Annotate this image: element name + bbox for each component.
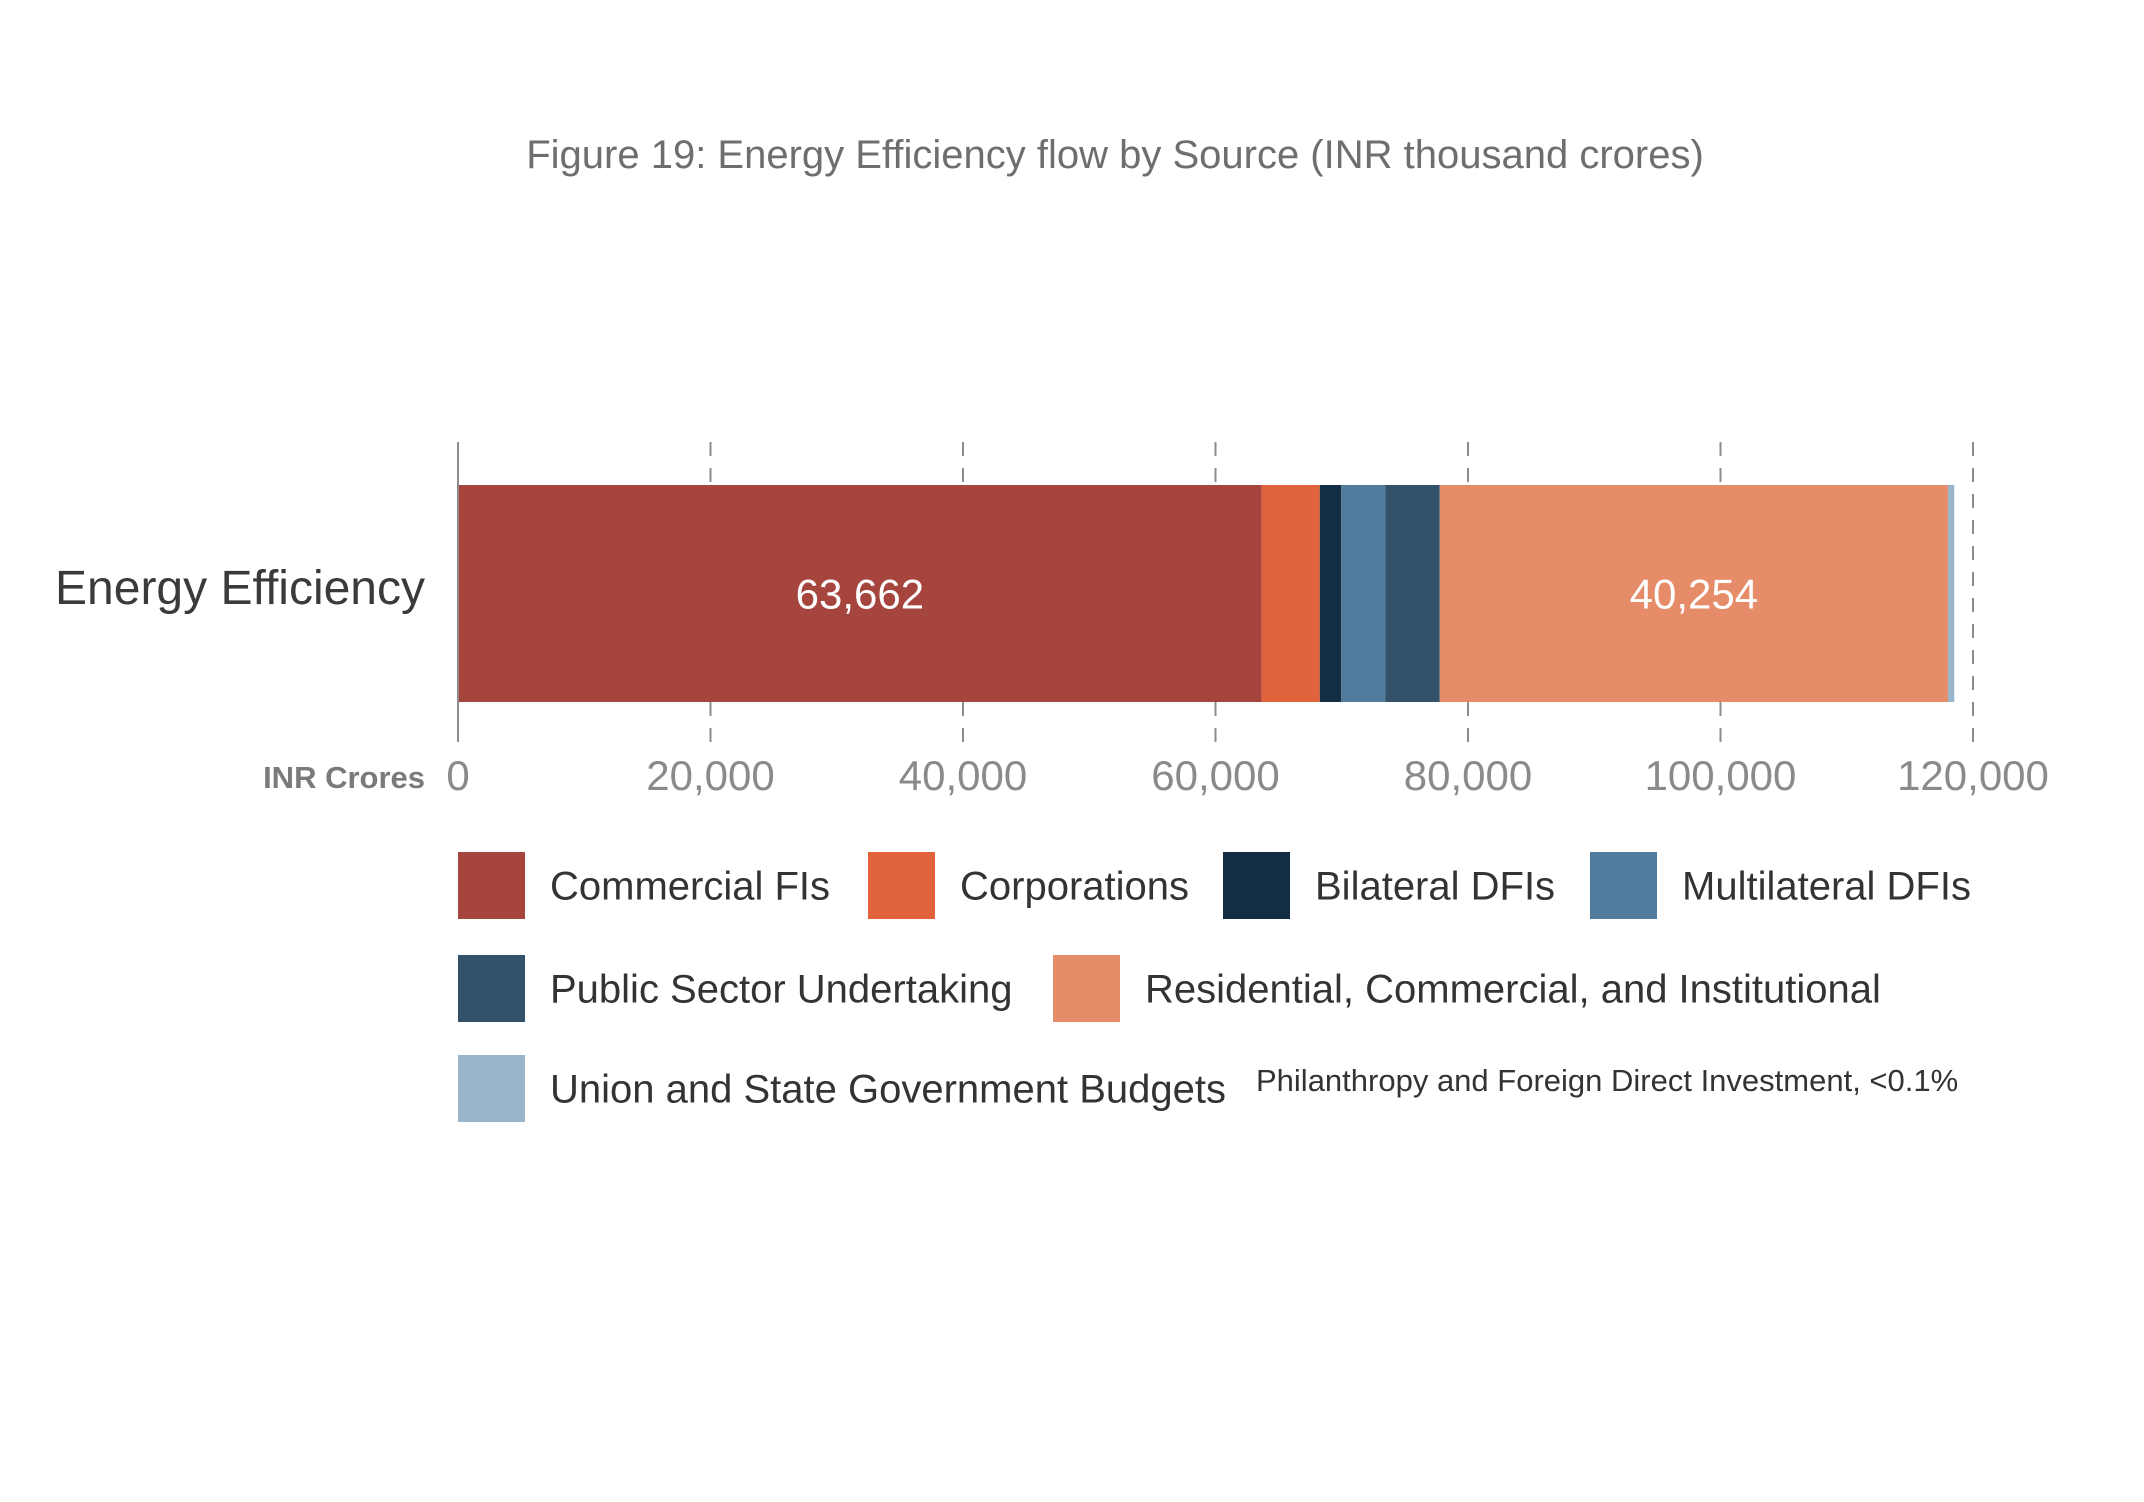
- legend-item: Multilateral DFIs: [1590, 852, 1971, 919]
- x-tick-label: 100,000: [1645, 752, 1797, 799]
- legend-label: Corporations: [960, 865, 1189, 909]
- bar-segment: [458, 485, 1262, 702]
- x-tick-label: 0: [446, 752, 469, 799]
- bar-data-label: 63,662: [796, 571, 924, 618]
- legend-swatch: [458, 955, 525, 1022]
- legend-item: Commercial FIs: [458, 852, 830, 919]
- legend-swatch: [458, 1055, 525, 1122]
- legend-item: Public Sector Undertaking: [458, 955, 1012, 1022]
- bar-segment: [1341, 485, 1386, 702]
- legend-item: Bilateral DFIs: [1223, 852, 1555, 919]
- bar-segment: [1319, 485, 1342, 702]
- legend-label: Union and State Government Budgets: [550, 1068, 1226, 1112]
- legend-item: Union and State Government Budgets: [458, 1055, 1226, 1122]
- x-tick-label: 80,000: [1404, 752, 1532, 799]
- legend-item: Corporations: [868, 852, 1189, 919]
- legend-label: Public Sector Undertaking: [550, 968, 1012, 1012]
- bar-segment: [1385, 485, 1440, 702]
- bar-segment: [1439, 485, 1948, 702]
- legend-swatch: [1590, 852, 1657, 919]
- legend-swatch: [1053, 955, 1120, 1022]
- bar-segments: [458, 485, 1955, 702]
- legend-label: Commercial FIs: [550, 865, 830, 909]
- legend-label: Residential, Commercial, and Institution…: [1145, 968, 1881, 1012]
- legend-label: Bilateral DFIs: [1315, 865, 1555, 909]
- x-ticks: 0 20,000 40,000 60,000 80,000 100,000 120,000: [446, 752, 2049, 799]
- bar-segment: [1947, 485, 1955, 702]
- data-labels: 63,662 40,254: [796, 571, 1758, 618]
- legend-swatch: [458, 852, 525, 919]
- x-tick-label: 60,000: [1151, 752, 1279, 799]
- bar-data-label: 40,254: [1630, 571, 1758, 618]
- legend-swatch: [868, 852, 935, 919]
- legend-note: Philanthropy and Foreign Direct Investme…: [1256, 1063, 1958, 1098]
- chart-title: Figure 19: Energy Efficiency flow by Sou…: [526, 133, 1704, 177]
- legend-label: Multilateral DFIs: [1682, 865, 1971, 909]
- x-tick-label: 120,000: [1897, 752, 2049, 799]
- category-label: Energy Efficiency: [55, 562, 425, 615]
- x-tick-label: 20,000: [646, 752, 774, 799]
- legend-swatch: [1223, 852, 1290, 919]
- x-tick-label: 40,000: [899, 752, 1027, 799]
- bar-segment: [1261, 485, 1320, 702]
- legend-item: Residential, Commercial, and Institution…: [1053, 955, 1881, 1022]
- legend: Commercial FIs Corporations Bilateral DFIs…: [458, 852, 1971, 1122]
- x-axis-title: INR Crores: [263, 760, 425, 795]
